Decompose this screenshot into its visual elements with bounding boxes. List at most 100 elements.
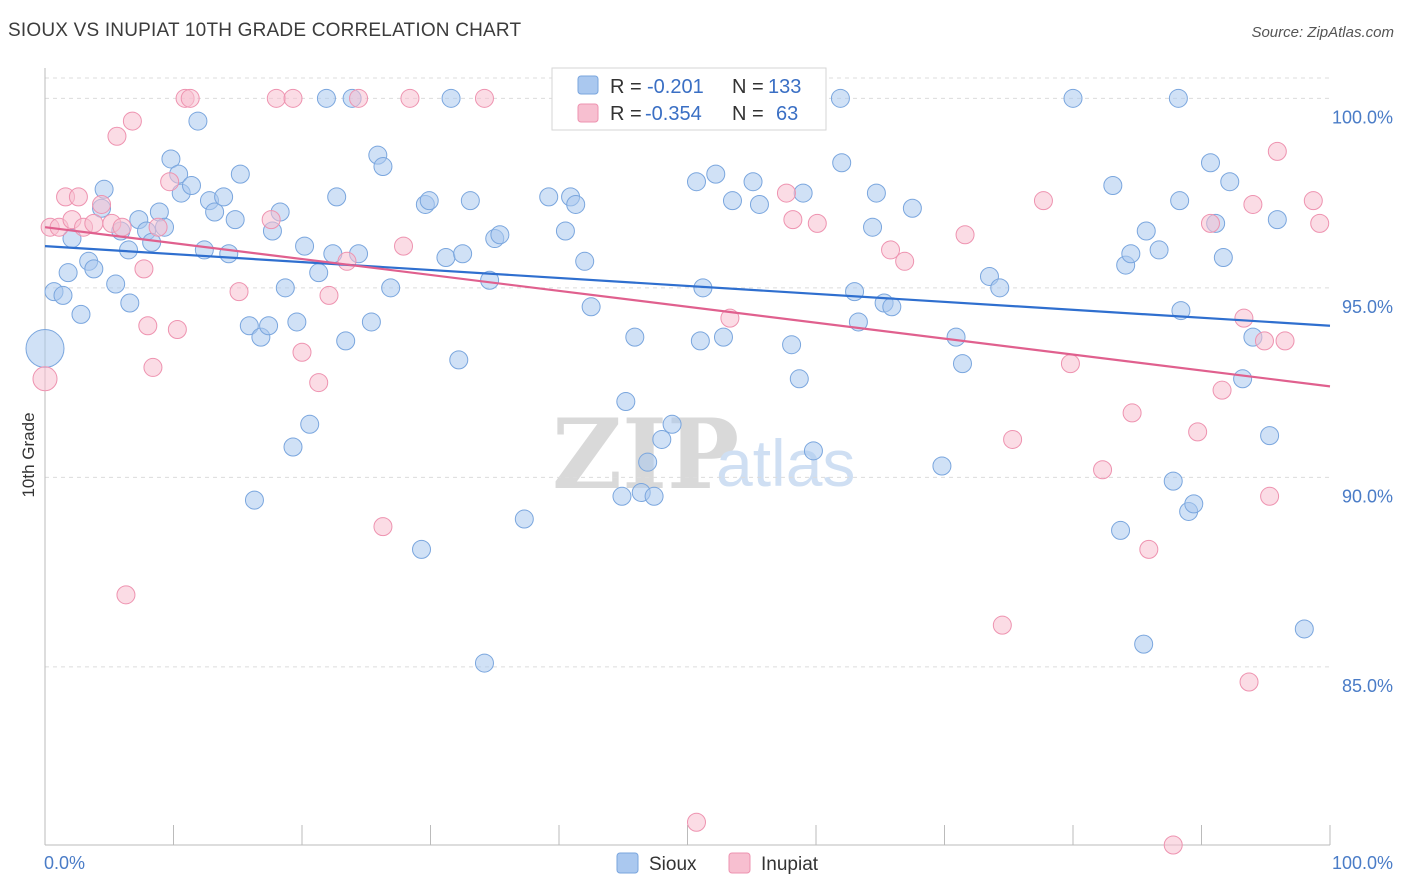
inupiat-point-22: [229, 282, 249, 302]
legend-r-label-2: R =: [610, 103, 642, 125]
inupiat-point-28: [319, 285, 339, 305]
inupiat-point-12: [116, 585, 136, 605]
legend-n-value-1: 133: [768, 76, 801, 98]
inupiat-point-52: [1200, 213, 1220, 233]
inupiat-point-31: [373, 517, 393, 537]
inupiat-point-10: [107, 126, 127, 146]
sioux-point-113: [1134, 634, 1154, 654]
inupiat-point-54: [1234, 308, 1254, 328]
inupiat-point-26: [292, 342, 312, 362]
legend-swatch-sioux: [577, 75, 599, 95]
sioux-point-52: [381, 278, 401, 298]
sioux-point-45: [327, 187, 347, 207]
legend-item-inupiat: Inupiat: [761, 854, 819, 875]
sioux-point-126: [1233, 369, 1253, 389]
inupiat-point-38: [783, 210, 803, 230]
inupiat-point-51: [1188, 422, 1208, 442]
sioux-point-46: [336, 331, 356, 351]
x-tick-label-min: 0.0%: [44, 853, 85, 873]
sioux-point-74: [616, 392, 636, 412]
sioux-point-114: [1136, 221, 1156, 241]
inupiat-trend-line: [44, 226, 1331, 388]
inupiat-point-23: [261, 210, 281, 230]
sioux-point-109: [1103, 175, 1123, 195]
sioux-point-95: [832, 153, 852, 173]
inupiat-point-21: [180, 88, 200, 108]
trend-lines: [44, 226, 1331, 388]
sioux-point-41: [300, 414, 320, 434]
sioux-point-67: [555, 221, 575, 241]
sioux-point-118: [1170, 191, 1190, 211]
inupiat-point-32: [394, 236, 414, 256]
sioux-point-88: [749, 194, 769, 214]
sioux-point-79: [652, 429, 672, 449]
sioux-point-3: [58, 263, 78, 283]
y-axis-label: 10th Grade: [19, 412, 38, 497]
inupiat-point-47: [1093, 460, 1113, 480]
sioux-point-130: [1294, 619, 1314, 639]
sioux-point-91: [789, 369, 809, 389]
inupiat-point-8: [92, 194, 112, 214]
series-legend: Sioux Inupiat: [616, 852, 819, 875]
inupiat-point-61: [1303, 191, 1323, 211]
sioux-point-115: [1149, 240, 1169, 260]
sioux-point-57: [441, 88, 461, 108]
correlation-legend: R = -0.201 N = 133 R = -0.354 N = 63: [551, 67, 827, 131]
inupiat-point-14: [134, 259, 154, 279]
sioux-point-73: [612, 486, 632, 506]
sioux-point-93: [803, 441, 823, 461]
inupiat-point-34: [474, 88, 494, 108]
inupiat-point-15: [138, 316, 158, 336]
sioux-point-98: [863, 217, 883, 237]
sioux-point-85: [713, 327, 733, 347]
inupiat-points: [32, 88, 1330, 855]
legend-item-sioux: Sioux: [649, 854, 697, 875]
inupiat-point-13: [122, 111, 142, 131]
sioux-point-51: [373, 157, 393, 177]
sioux-point-105: [952, 354, 972, 374]
inupiat-point-37: [776, 183, 796, 203]
sioux-point-2: [53, 285, 73, 305]
legend-n-value-2: 63: [776, 103, 798, 125]
sioux-point-61: [474, 653, 494, 673]
sioux-trend-line: [44, 245, 1331, 327]
sioux-point-84: [706, 164, 726, 184]
sioux-points: [25, 88, 1314, 673]
sioux-point-117: [1168, 88, 1188, 108]
inupiat-point-49: [1139, 539, 1159, 559]
x-tick-label-max: 100.0%: [1332, 853, 1393, 873]
sioux-point-42: [309, 263, 329, 283]
sioux-point-64: [490, 225, 510, 245]
sioux-point-37: [275, 278, 295, 298]
sioux-point-27: [214, 187, 234, 207]
sioux-point-5: [71, 304, 91, 324]
inupiat-point-30: [349, 88, 369, 108]
watermark-atlas: atlas: [716, 426, 855, 500]
sioux-point-49: [361, 312, 381, 332]
sioux-point-70: [575, 251, 595, 271]
inupiat-point-44: [1003, 429, 1023, 449]
sioux-point-38: [283, 437, 303, 457]
sioux-point-112: [1121, 244, 1141, 264]
sioux-point-81: [686, 172, 706, 192]
sioux-point-124: [1213, 248, 1233, 268]
sioux-point-119: [1171, 301, 1191, 321]
sioux-point-80: [662, 414, 682, 434]
sioux-point-69: [566, 194, 586, 214]
inupiat-point-19: [167, 320, 187, 340]
legend-n-label-1: N =: [732, 76, 764, 98]
y-tick-labels: 85.0% 90.0% 95.0% 100.0%: [1332, 107, 1393, 696]
sioux-point-90: [782, 335, 802, 355]
sioux-point-77: [638, 452, 658, 472]
inupiat-point-18: [160, 172, 180, 192]
sioux-point-82: [690, 331, 710, 351]
sioux-point-116: [1163, 471, 1183, 491]
inupiat-point-43: [992, 615, 1012, 635]
sioux-point-103: [932, 456, 952, 476]
sioux-point-107: [990, 278, 1010, 298]
inupiat-point-59: [1267, 141, 1287, 161]
y-tick-label-2: 95.0%: [1342, 297, 1393, 317]
sioux-point-26: [205, 202, 225, 222]
sioux-point-19: [161, 149, 181, 169]
sioux-point-32: [244, 490, 264, 510]
